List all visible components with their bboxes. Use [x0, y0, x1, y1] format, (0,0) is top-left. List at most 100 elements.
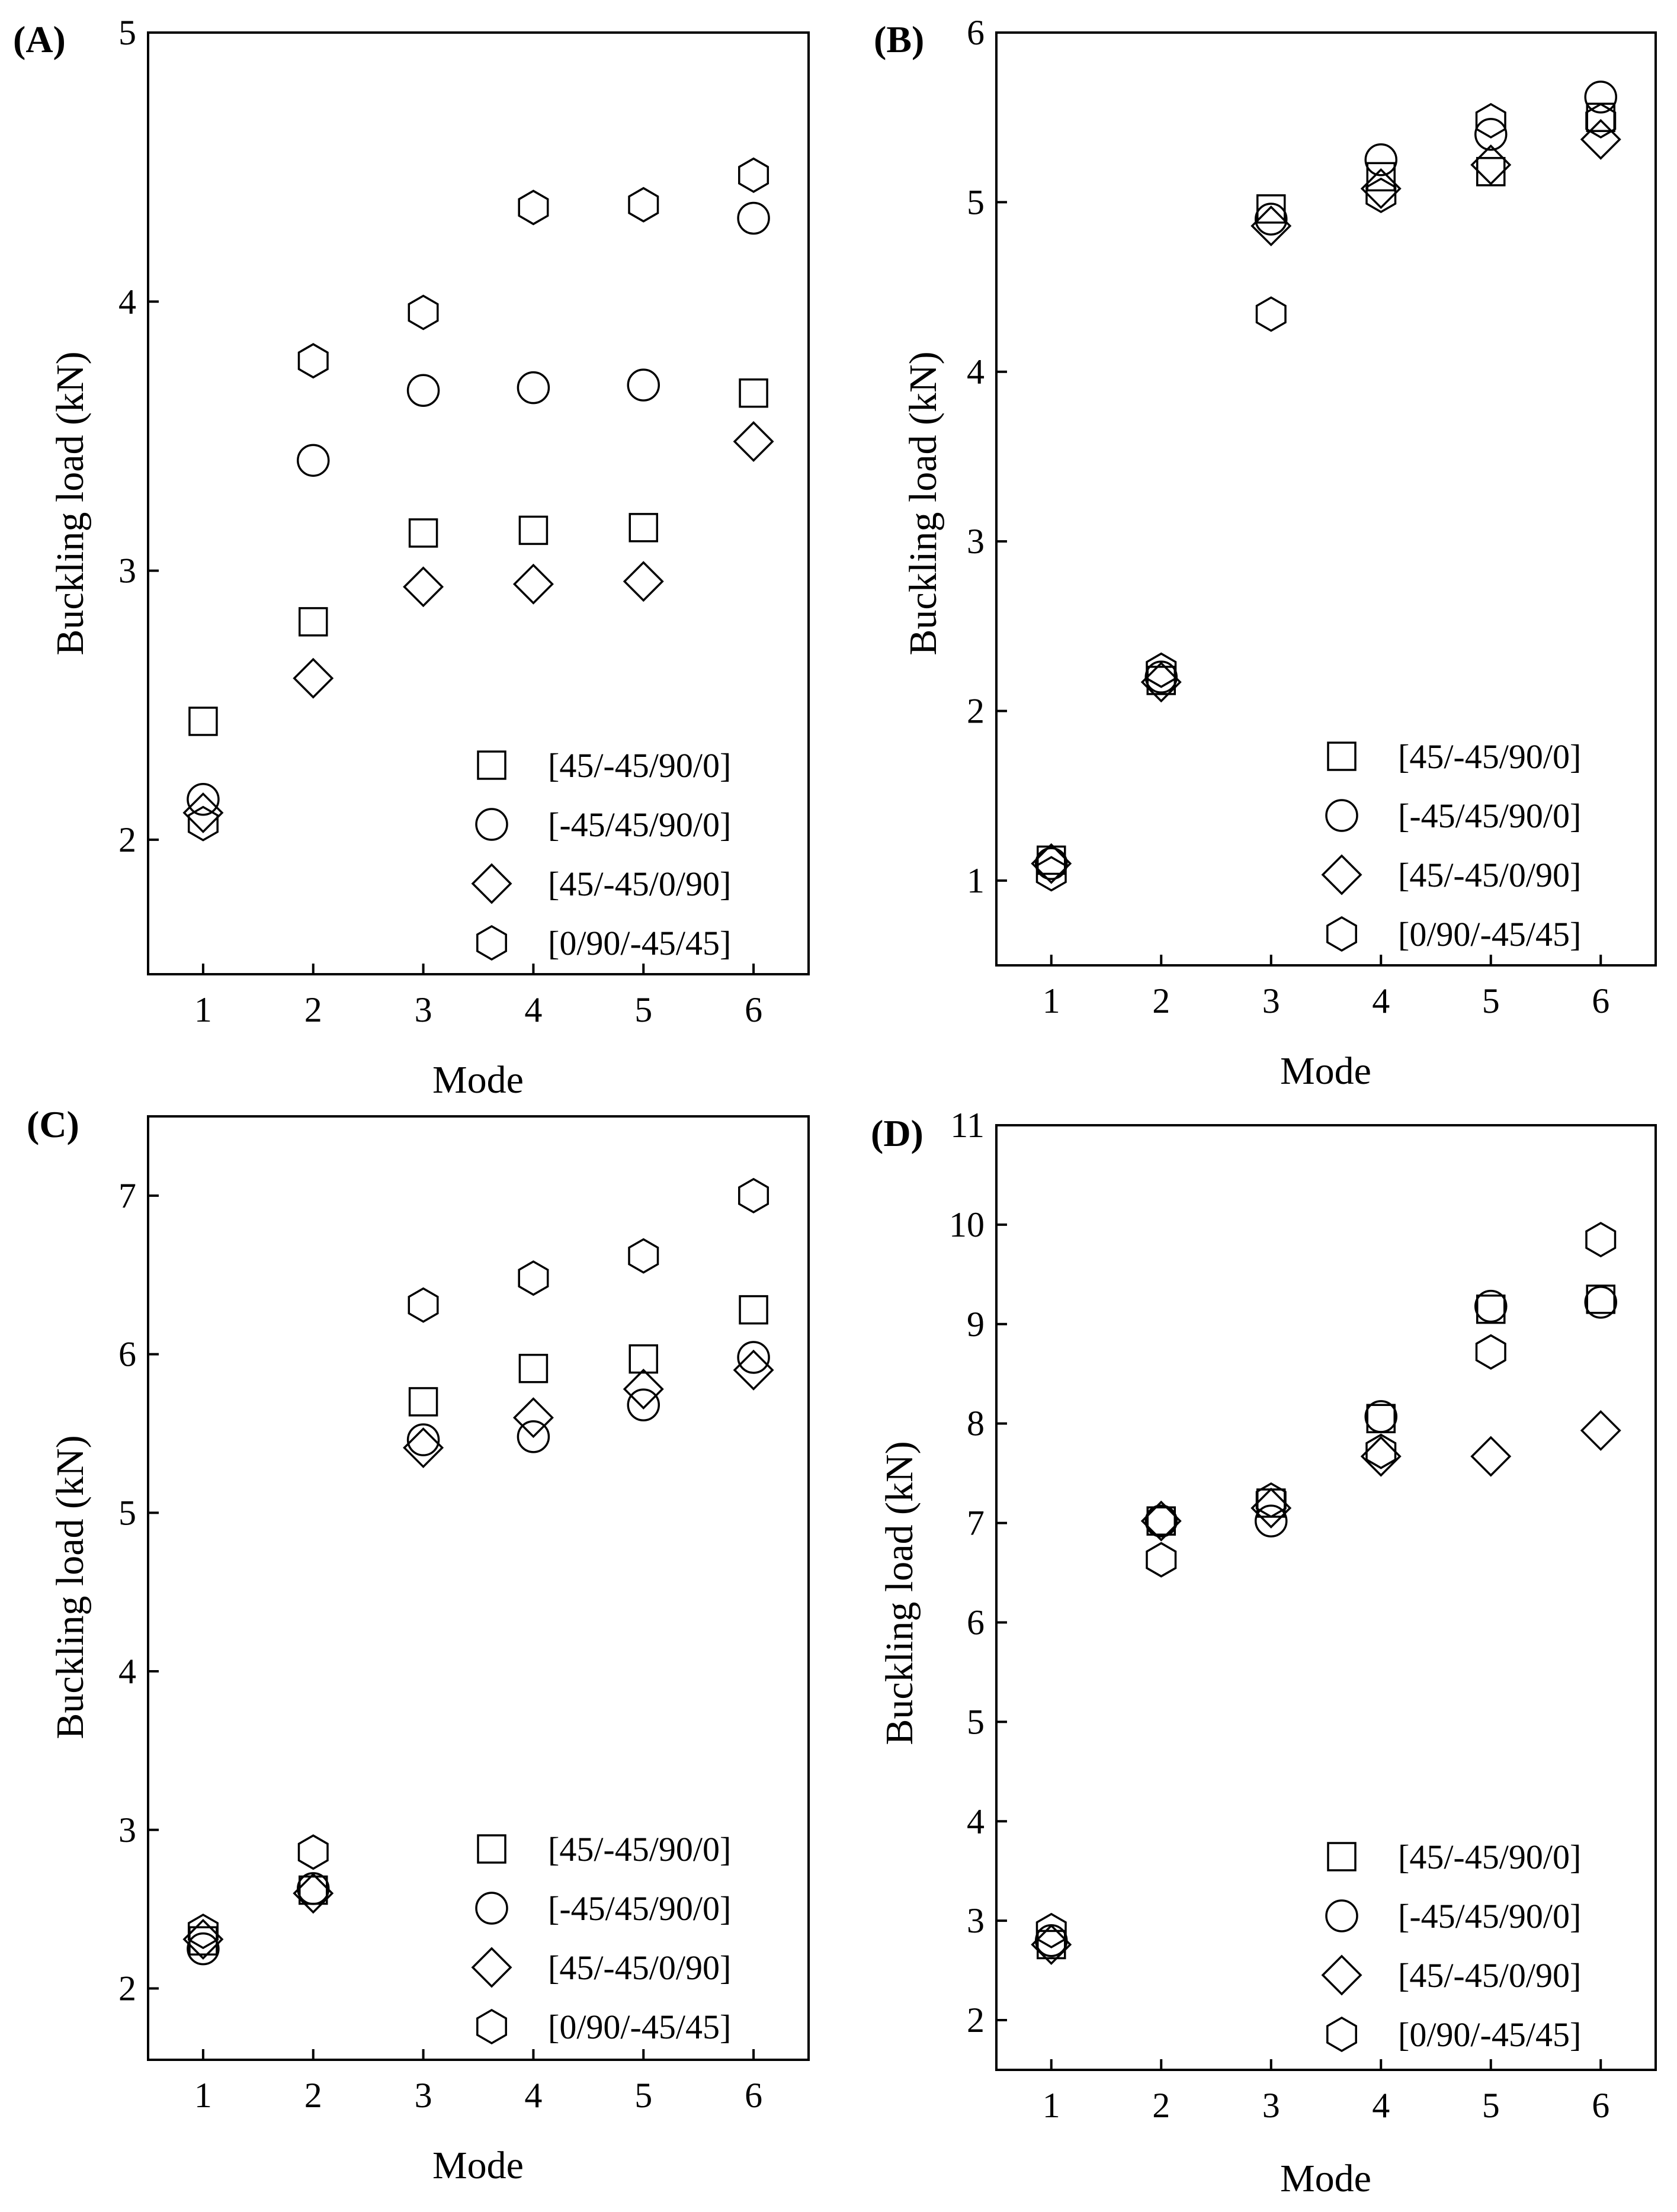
y-tick-label: 6: [118, 1335, 136, 1374]
data-point-hexagon: [1585, 1222, 1617, 1258]
data-point-circle: [406, 374, 440, 407]
plot-frame: [147, 1115, 810, 2061]
data-point-square: [1586, 1285, 1615, 1314]
y-axis-title-d: Buckling load (kN): [878, 1441, 921, 1745]
y-tick-label: 4: [118, 282, 136, 321]
legend-label: [0/90/-45/45]: [548, 924, 731, 962]
x-tick-label: 1: [1043, 981, 1060, 1020]
legend-label: [45/-45/0/90]: [1398, 856, 1581, 894]
x-axis-title-b: Mode: [1280, 1049, 1371, 1093]
data-point-diamond: [1360, 1436, 1402, 1477]
x-tick-label: 4: [1372, 981, 1390, 1020]
data-point-diamond: [182, 1919, 224, 1960]
data-point-hexagon: [408, 1287, 439, 1323]
legend-marker-circle: [1325, 1899, 1358, 1932]
data-point-circle: [1035, 847, 1068, 880]
data-point-diamond: [403, 1427, 444, 1469]
data-point-square: [1366, 162, 1396, 192]
data-point-hexagon: [187, 805, 219, 842]
legend-marker-diamond: [471, 1947, 512, 1988]
legend-label: [45/-45/90/0]: [1398, 1838, 1581, 1876]
y-tick-label: 3: [118, 551, 136, 590]
data-point-diamond: [1031, 843, 1072, 884]
data-point-diamond: [1580, 1410, 1621, 1451]
data-point-hexagon: [187, 1914, 219, 1950]
x-tick-label: 6: [1592, 981, 1609, 1020]
data-point-diamond: [1031, 1924, 1072, 1965]
x-tick-label: 4: [1372, 2086, 1390, 2125]
y-tick-label: 6: [967, 1603, 985, 1642]
legend-marker-circle: [475, 808, 508, 841]
data-point-circle: [1364, 143, 1397, 176]
data-point-square: [1256, 194, 1286, 224]
data-point-square: [629, 1344, 658, 1374]
data-point-circle: [187, 1932, 220, 1966]
legend-marker-hexagon: [476, 924, 507, 961]
y-tick-label: 2: [118, 820, 136, 859]
x-tick-label: 2: [1152, 2086, 1170, 2125]
legend-marker-circle: [1325, 799, 1358, 832]
data-point-circle: [1584, 81, 1617, 114]
data-point-square: [1146, 666, 1176, 695]
data-point-diamond: [1250, 205, 1292, 246]
x-axis-title-d: Mode: [1280, 2157, 1371, 2200]
data-point-hexagon: [1146, 1542, 1177, 1578]
data-point-square: [518, 515, 549, 545]
data-point-hexagon: [408, 294, 439, 330]
legend-label: [45/-45/90/0]: [1398, 737, 1581, 776]
y-tick-label: 6: [967, 13, 985, 52]
legend-label: [45/-45/0/90]: [548, 865, 731, 903]
x-tick-label: 6: [745, 990, 762, 1029]
data-point-square: [1037, 1930, 1066, 1960]
x-tick-label: 2: [1152, 981, 1170, 1020]
data-point-diamond: [1140, 662, 1182, 703]
y-tick-label: 11: [950, 1106, 985, 1145]
data-point-hexagon: [1035, 856, 1067, 892]
y-tick-label: 1: [967, 861, 985, 900]
legend-label: [0/90/-45/45]: [548, 2008, 731, 2046]
data-point-circle: [1584, 1286, 1617, 1319]
x-tick-label: 6: [1592, 2086, 1609, 2125]
data-point-circle: [517, 1420, 550, 1453]
x-tick-label: 3: [415, 2076, 432, 2115]
data-point-circle: [737, 1341, 770, 1374]
legend-marker-square: [477, 1834, 506, 1864]
x-tick-label: 4: [524, 2076, 542, 2115]
x-tick-label: 1: [194, 990, 212, 1029]
data-point-diamond: [1580, 118, 1621, 160]
data-point-diamond: [293, 1873, 334, 1914]
data-point-hexagon: [1365, 1433, 1397, 1469]
y-tick-label: 2: [118, 1969, 136, 2008]
data-point-hexagon: [518, 1260, 549, 1296]
data-point-circle: [297, 444, 330, 477]
y-tick-label: 4: [967, 352, 985, 391]
legend-label: [45/-45/90/0]: [548, 746, 731, 785]
legend-marker-square: [1327, 741, 1357, 771]
x-tick-label: 1: [194, 2076, 212, 2115]
legend-label: [45/-45/0/90]: [548, 1948, 731, 1987]
data-point-square: [518, 1353, 549, 1383]
y-tick-label: 4: [967, 1802, 985, 1841]
legend-marker-diamond: [1321, 854, 1362, 895]
panel-b: (B) Mode Buckling load (kN) 1 2 3 4 5 6 1 2 3 4 5 6…: [874, 13, 1657, 1093]
data-point-diamond: [182, 792, 224, 833]
x-tick-label: 3: [415, 990, 432, 1029]
legend-marker-diamond: [1321, 1954, 1362, 1996]
data-point-diamond: [512, 1397, 554, 1439]
data-point-diamond: [1470, 1436, 1512, 1477]
data-point-diamond: [1250, 1487, 1292, 1529]
x-tick-label: 6: [745, 2076, 762, 2115]
data-point-circle: [1474, 1289, 1508, 1323]
data-point-square: [1037, 845, 1066, 875]
x-tick-label: 5: [1482, 2086, 1500, 2125]
x-tick-label: 2: [304, 990, 322, 1029]
x-tick-label: 5: [634, 2076, 652, 2115]
y-tick-label: 4: [118, 1652, 136, 1691]
y-tick-label: 5: [967, 182, 985, 221]
legend-label: [-45/45/90/0]: [548, 1889, 731, 1928]
data-point-square: [1476, 1294, 1506, 1324]
data-point-square: [188, 707, 218, 736]
data-point-circle: [1144, 1504, 1178, 1537]
x-tick-label: 5: [1482, 981, 1500, 1020]
